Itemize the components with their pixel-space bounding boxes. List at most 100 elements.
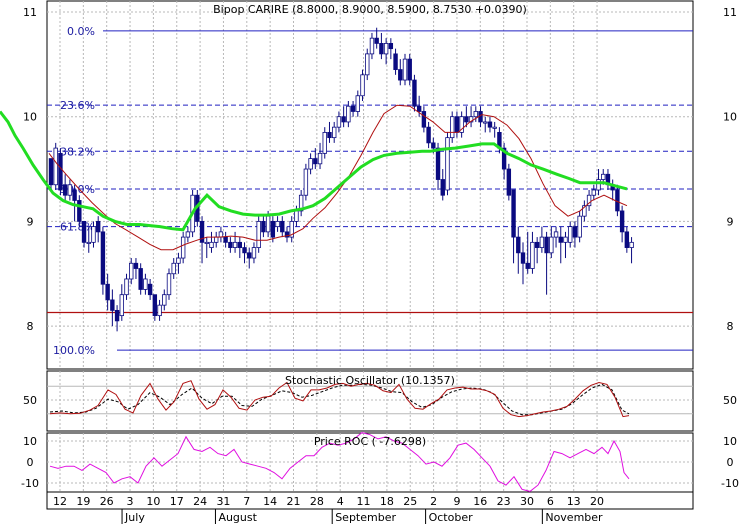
candle-up: [317, 152, 323, 165]
candle-down: [247, 252, 252, 259]
date-tick-label: 26: [100, 495, 114, 508]
date-tick-label: 16: [473, 495, 487, 508]
candle-up: [157, 304, 162, 317]
candle-up: [445, 137, 450, 191]
price-chart-title: Bipop CARIRE (8.8000, 8.9000, 8.5900, 8.…: [213, 3, 527, 16]
candle-down: [544, 236, 549, 254]
date-tick-label: 31: [216, 495, 230, 508]
roc-panel: [46, 432, 694, 493]
candle-up: [209, 241, 214, 248]
candle-down: [62, 184, 68, 196]
candle-up: [346, 105, 351, 123]
candle-down: [506, 168, 512, 196]
candle-down: [138, 268, 143, 290]
candle-down: [242, 247, 247, 254]
candle-down: [280, 220, 285, 233]
price-y-tick-right: 10: [723, 111, 737, 124]
candle-up: [492, 126, 497, 129]
candle-down: [147, 283, 153, 296]
candle-up: [180, 236, 186, 259]
candle-up: [563, 236, 568, 243]
fib-level-label: 0.0%: [67, 25, 95, 38]
candle-down: [374, 37, 379, 44]
date-tick-label: 21: [287, 495, 301, 508]
date-tick-label: 13: [567, 495, 581, 508]
candle-up: [483, 121, 488, 124]
candle-down: [152, 294, 158, 317]
candle-up: [369, 37, 375, 55]
candle-down: [412, 79, 417, 107]
moving-averages: [0, 104, 628, 251]
date-tick-label: 4: [337, 495, 344, 508]
stochastic-k-line: [49, 380, 630, 418]
candle-up: [298, 194, 304, 212]
candle-down: [398, 69, 403, 81]
date-tick-label: 10: [146, 495, 160, 508]
price-y-tick-right: 9: [727, 215, 734, 228]
month-label: September: [335, 511, 396, 524]
candle-down: [199, 220, 205, 243]
candle-down: [516, 236, 521, 254]
candle-up: [365, 53, 370, 76]
candle-down: [350, 105, 356, 112]
candle-down: [520, 252, 526, 264]
fib-level-label: 100.0%: [53, 344, 95, 357]
candle-down: [261, 220, 266, 233]
candle-up: [162, 294, 167, 306]
date-tick-label: 25: [403, 495, 417, 508]
candle-down: [388, 43, 394, 50]
candle-down: [426, 126, 431, 144]
month-label: November: [545, 511, 603, 524]
candle-up: [596, 179, 601, 191]
candle-up: [256, 220, 261, 248]
candle-down: [100, 231, 106, 285]
candle-up: [629, 241, 634, 248]
candle-down: [501, 147, 507, 170]
date-tick-label: 19: [76, 495, 90, 508]
roc-y-tick-left: 10: [23, 435, 37, 448]
candle-down: [619, 210, 625, 233]
date-tick-label: 24: [193, 495, 207, 508]
candle-up: [289, 220, 294, 238]
candle-up: [303, 168, 309, 196]
candle-up: [171, 262, 176, 275]
date-tick-label: 12: [53, 495, 67, 508]
candle-up: [586, 194, 592, 207]
candle-down: [133, 262, 139, 269]
candle-down: [110, 299, 115, 311]
candle-down: [440, 179, 445, 196]
price-y-tick-left: 9: [27, 215, 34, 228]
fib-level-label: 38.2%: [60, 145, 95, 158]
candle-up: [568, 226, 573, 243]
candle-down: [431, 142, 436, 149]
candle-up: [360, 74, 365, 97]
candle-down: [511, 189, 516, 238]
candle-down: [534, 241, 540, 248]
candle-down: [454, 116, 460, 133]
candle-up: [166, 273, 172, 296]
grid: [47, 1, 693, 492]
candle-down: [228, 241, 233, 248]
candle-up: [331, 126, 337, 139]
candle-up: [232, 241, 238, 248]
short-moving-average-line: [48, 104, 628, 251]
candle-down: [624, 231, 630, 248]
oscillator-lines: [49, 380, 630, 492]
long-moving-average-line: [0, 110, 628, 232]
date-tick-label: 6: [547, 495, 554, 508]
candle-down: [237, 241, 242, 248]
candle-down: [393, 53, 398, 70]
roc-y-tick-left: 0: [27, 456, 34, 469]
candle-down: [77, 200, 82, 222]
candle-up: [119, 294, 124, 317]
price-roc-line: [49, 432, 630, 492]
candle-up: [124, 278, 129, 296]
candle-up: [91, 226, 96, 243]
candle-down: [487, 121, 493, 128]
candle-down: [558, 236, 563, 243]
candle-down: [284, 231, 290, 238]
candle-down: [379, 43, 384, 55]
candle-down: [114, 309, 120, 322]
